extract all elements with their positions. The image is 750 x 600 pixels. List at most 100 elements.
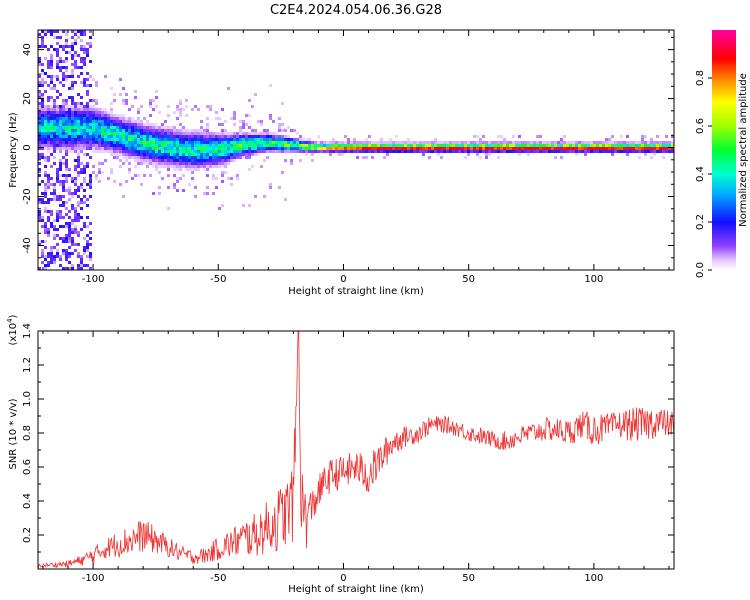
heatmap-cell: [71, 108, 74, 111]
heatmap-cell: [185, 105, 188, 108]
heatmap-cell: [539, 150, 542, 153]
heatmap-cell: [119, 159, 122, 162]
heatmap-cell: [101, 114, 104, 117]
heatmap-cell: [428, 156, 431, 159]
heatmap-cell: [116, 114, 119, 117]
heatmap-cell: [584, 153, 587, 156]
heatmap-cell: [56, 138, 59, 141]
heatmap-cell: [65, 162, 68, 165]
heatmap-cell: [281, 138, 284, 141]
heatmap-cell: [230, 156, 233, 159]
heatmap-cell: [266, 129, 269, 132]
heatmap-cell: [50, 96, 53, 99]
heatmap-cell: [62, 102, 65, 105]
heatmap-cell: [578, 147, 581, 150]
snr-y-scale-factor: (x104): [6, 314, 19, 345]
heatmap-cell: [59, 198, 62, 201]
heatmap-cell: [185, 144, 188, 147]
heatmap-cell: [227, 144, 230, 147]
heatmap-cell: [173, 162, 176, 165]
spectrogram-x-axis-label: Height of straight line (km): [288, 286, 424, 297]
heatmap-cell: [77, 144, 80, 147]
heatmap-cell: [128, 126, 131, 129]
heatmap-cell: [182, 159, 185, 162]
heatmap-cell: [125, 135, 128, 138]
heatmap-cell: [110, 171, 113, 174]
heatmap-cell: [41, 255, 44, 258]
heatmap-cell: [662, 141, 665, 144]
heatmap-cell: [299, 159, 302, 162]
heatmap-cell: [167, 114, 170, 117]
heatmap-cell: [41, 144, 44, 147]
snr-x-axis-label: Height of straight line (km): [288, 584, 424, 595]
heatmap-cell: [194, 159, 197, 162]
heatmap-cell: [146, 135, 149, 138]
heatmap-cell: [179, 177, 182, 180]
heatmap-cell: [155, 132, 158, 135]
heatmap-cell: [47, 198, 50, 201]
heatmap-cell: [140, 120, 143, 123]
heatmap-cell: [74, 192, 77, 195]
heatmap-cell: [176, 189, 179, 192]
heatmap-cell: [197, 165, 200, 168]
heatmap-cell: [302, 147, 305, 150]
heatmap-cell: [95, 84, 98, 87]
colorbar-tick-label: 0.6: [695, 118, 706, 134]
heatmap-cell: [95, 141, 98, 144]
heatmap-cell: [662, 150, 665, 153]
heatmap-cell: [188, 168, 191, 171]
heatmap-cell: [62, 60, 65, 63]
heatmap-cell: [425, 141, 428, 144]
heatmap-cell: [281, 102, 284, 105]
heatmap-cell: [83, 111, 86, 114]
heatmap-cell: [224, 120, 227, 123]
heatmap-cell: [71, 228, 74, 231]
heatmap-cell: [113, 117, 116, 120]
heatmap-cell: [404, 144, 407, 147]
heatmap-cell: [107, 150, 110, 153]
heatmap-cell: [221, 180, 224, 183]
heatmap-cell: [38, 57, 41, 60]
heatmap-cell: [620, 144, 623, 147]
heatmap-cell: [56, 96, 59, 99]
heatmap-cell: [47, 132, 50, 135]
heatmap-cell: [410, 144, 413, 147]
heatmap-cell: [53, 129, 56, 132]
heatmap-cell: [143, 159, 146, 162]
heatmap-cell: [50, 261, 53, 264]
heatmap-cell: [170, 132, 173, 135]
heatmap-cell: [350, 141, 353, 144]
heatmap-cell: [95, 135, 98, 138]
heatmap-cell: [149, 162, 152, 165]
heatmap-cell: [53, 228, 56, 231]
heatmap-cell: [170, 144, 173, 147]
heatmap-cell: [68, 261, 71, 264]
heatmap-cell: [155, 141, 158, 144]
heatmap-cell: [338, 147, 341, 150]
heatmap-cell: [128, 132, 131, 135]
heatmap-cell: [485, 150, 488, 153]
heatmap-cell: [59, 264, 62, 267]
heatmap-cell: [407, 150, 410, 153]
heatmap-cell: [68, 123, 71, 126]
heatmap-cell: [635, 144, 638, 147]
heatmap-cell: [122, 120, 125, 123]
heatmap-cell: [89, 135, 92, 138]
heatmap-cell: [116, 147, 119, 150]
heatmap-cell: [65, 45, 68, 48]
heatmap-cell: [650, 147, 653, 150]
heatmap-cell: [533, 141, 536, 144]
heatmap-cell: [224, 141, 227, 144]
heatmap-cell: [59, 36, 62, 39]
heatmap-cell: [134, 129, 137, 132]
heatmap-cell: [206, 159, 209, 162]
heatmap-cell: [47, 219, 50, 222]
heatmap-cell: [260, 141, 263, 144]
heatmap-cell: [188, 165, 191, 168]
heatmap-cell: [68, 120, 71, 123]
heatmap-cell: [143, 144, 146, 147]
heatmap-cell: [140, 153, 143, 156]
heatmap-cell: [497, 156, 500, 159]
heatmap-cell: [623, 144, 626, 147]
heatmap-cell: [47, 120, 50, 123]
